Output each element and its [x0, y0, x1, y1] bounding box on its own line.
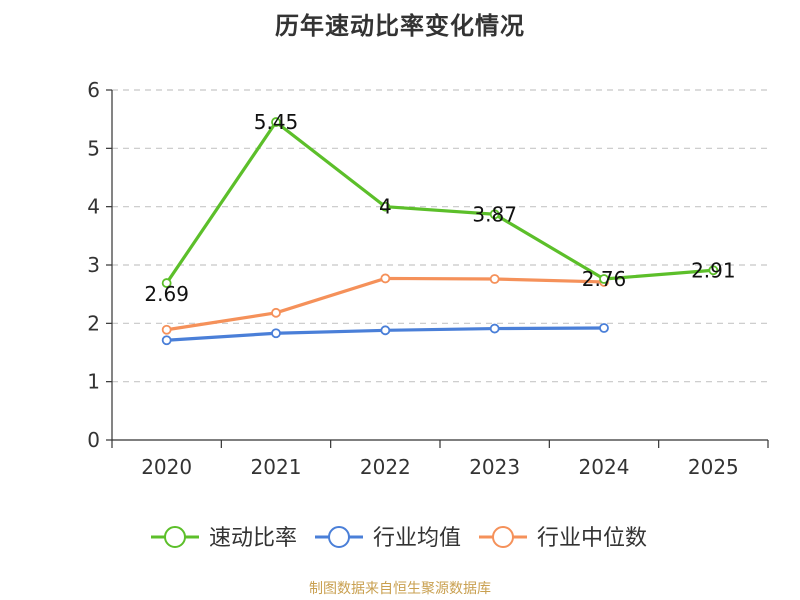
y-tick-label: 1 [87, 370, 100, 394]
chart-title: 历年速动比率变化情况 [275, 12, 525, 40]
legend-label: 行业均值 [373, 526, 461, 551]
data-label: 2.91 [691, 258, 736, 282]
y-tick-label: 4 [87, 195, 100, 219]
x-tick-label: 2024 [579, 455, 630, 479]
y-tick-label: 3 [87, 253, 100, 277]
data-point[interactable] [380, 201, 391, 212]
legend-label: 速动比率 [209, 526, 297, 551]
data-point[interactable] [161, 335, 172, 346]
legend-marker-icon [492, 526, 514, 548]
x-tick-label: 2020 [141, 455, 192, 479]
source-note: 制图数据来自恒生聚源数据库 [309, 581, 491, 597]
x-tick-label: 2023 [469, 455, 520, 479]
data-label: 2.69 [144, 282, 189, 306]
y-tick-label: 2 [87, 311, 100, 335]
data-point[interactable] [161, 324, 172, 335]
legend-item-0[interactable]: 速动比率 [151, 526, 297, 551]
series-line-0 [165, 120, 715, 285]
data-point[interactable] [489, 323, 500, 334]
data-point[interactable] [271, 307, 281, 318]
y-tick-label: 6 [87, 78, 100, 102]
data-point[interactable] [380, 273, 391, 284]
data-point[interactable] [271, 117, 281, 127]
data-point[interactable] [271, 328, 281, 339]
x-tick-label: 2022 [360, 455, 411, 479]
data-label: 4 [379, 195, 392, 219]
y-tick-label: 0 [87, 428, 100, 452]
data-label: 5.45 [254, 110, 299, 134]
legend-item-2[interactable]: 行业中位数 [479, 526, 647, 551]
axes: 0 1 2 3 4 5 6 2020 2021 2022 2023 2024 2025 [87, 78, 769, 479]
x-tick-label: 2021 [251, 455, 302, 479]
legend-marker-icon [328, 526, 350, 548]
data-point[interactable] [380, 325, 391, 336]
data-labels: 2.69 5.45 4 3.87 2.76 2.91 [144, 110, 735, 306]
data-point[interactable] [708, 265, 719, 276]
data-point[interactable] [599, 274, 609, 284]
y-tick-label: 5 [87, 136, 100, 160]
series-line-2 [165, 276, 606, 332]
legend-item-1[interactable]: 行业均值 [315, 526, 461, 551]
x-tick-label: 2025 [688, 455, 739, 479]
legend-marker-icon [164, 526, 186, 548]
data-label: 3.87 [472, 202, 517, 226]
legend-label: 行业中位数 [537, 526, 647, 551]
data-point[interactable] [599, 323, 609, 333]
legend[interactable]: 速动比率 行业均值 行业中位数 [151, 526, 647, 551]
series-lines [161, 117, 719, 346]
data-point[interactable] [161, 278, 172, 288]
data-label: 2.76 [582, 267, 627, 291]
data-point[interactable] [489, 209, 500, 220]
data-point[interactable] [489, 274, 500, 284]
